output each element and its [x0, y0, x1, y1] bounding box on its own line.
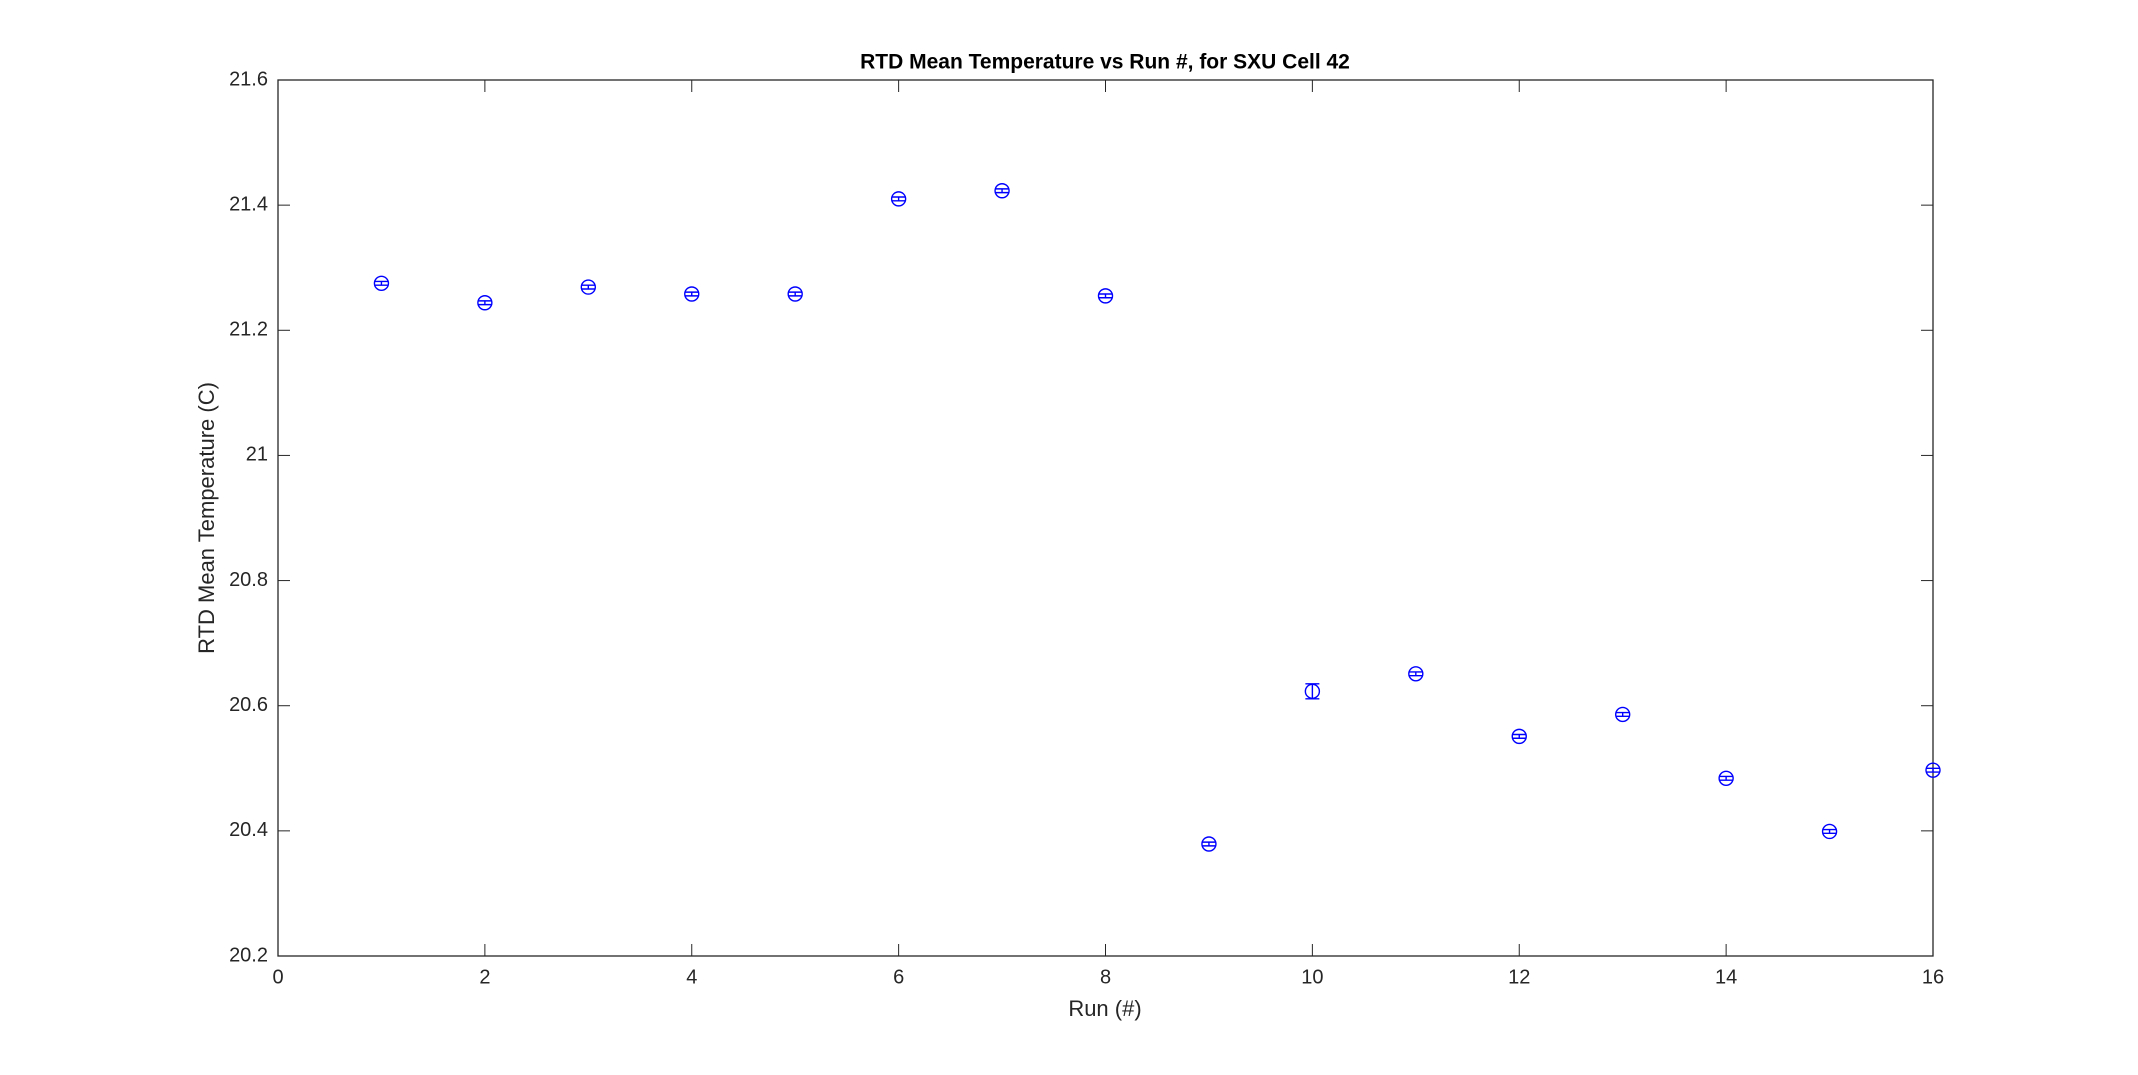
- chart-title: RTD Mean Temperature vs Run #, for SXU C…: [860, 51, 1350, 74]
- x-axis-label: Run (#): [1068, 996, 1141, 1021]
- data-point: [1304, 683, 1321, 700]
- error-bar: [1926, 767, 1940, 773]
- data-point: [477, 295, 493, 311]
- error-bar: [1615, 711, 1630, 718]
- x-tick-label: 6: [893, 966, 904, 988]
- error-bar: [1822, 828, 1837, 835]
- x-tick-label: 16: [1922, 966, 1944, 988]
- data-point: [1097, 288, 1114, 304]
- x-tick-label: 10: [1301, 966, 1323, 988]
- x-tick-label: 0: [272, 966, 283, 988]
- y-tick-label: 20.8: [229, 569, 268, 591]
- data-point: [1821, 823, 1838, 840]
- y-tick-label: 20.4: [229, 819, 268, 841]
- x-tick-label: 14: [1715, 966, 1737, 988]
- y-tick-label: 21.6: [229, 68, 268, 90]
- x-tick-label: 4: [686, 966, 697, 988]
- error-bar: [374, 280, 389, 286]
- y-tick-label: 20.6: [229, 694, 268, 716]
- error-bar: [891, 196, 906, 202]
- error-bar: [788, 291, 803, 297]
- data-point: [1201, 836, 1217, 852]
- x-tick-label: 12: [1508, 966, 1530, 988]
- y-tick-label: 20.2: [229, 944, 268, 966]
- data-point: [1408, 666, 1424, 682]
- error-bar: [1408, 671, 1423, 677]
- y-tick-label: 21: [246, 444, 268, 466]
- error-bar: [1719, 775, 1734, 781]
- data-point: [787, 286, 803, 302]
- data-point: [1511, 728, 1527, 745]
- error-bar: [1512, 733, 1527, 739]
- data-point: [684, 286, 700, 302]
- data-point: [994, 183, 1010, 199]
- y-tick-label: 21.4: [229, 193, 268, 215]
- error-bar: [1201, 841, 1216, 847]
- x-tick-label: 2: [479, 966, 490, 988]
- data-point: [1925, 762, 1941, 778]
- x-tick-label: 8: [1100, 966, 1111, 988]
- data-point: [1718, 770, 1734, 786]
- data-point: [1614, 706, 1631, 723]
- y-tick-label: 21.2: [229, 319, 268, 341]
- data-point: [373, 275, 390, 292]
- error-bar: [995, 188, 1010, 194]
- error-bar: [581, 284, 596, 290]
- y-axis-label: RTD Mean Temperature (C): [194, 382, 219, 654]
- error-bar: [684, 291, 699, 297]
- error-bar: [477, 300, 492, 306]
- data-point: [580, 279, 597, 295]
- error-bar: [1098, 293, 1113, 299]
- data-point: [890, 191, 907, 207]
